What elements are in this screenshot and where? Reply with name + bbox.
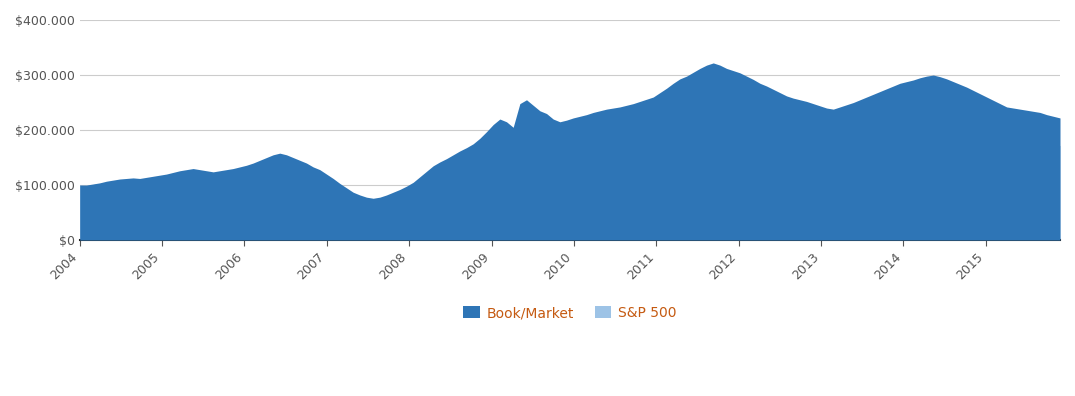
Legend: Book/Market, S&P 500: Book/Market, S&P 500	[457, 301, 683, 326]
